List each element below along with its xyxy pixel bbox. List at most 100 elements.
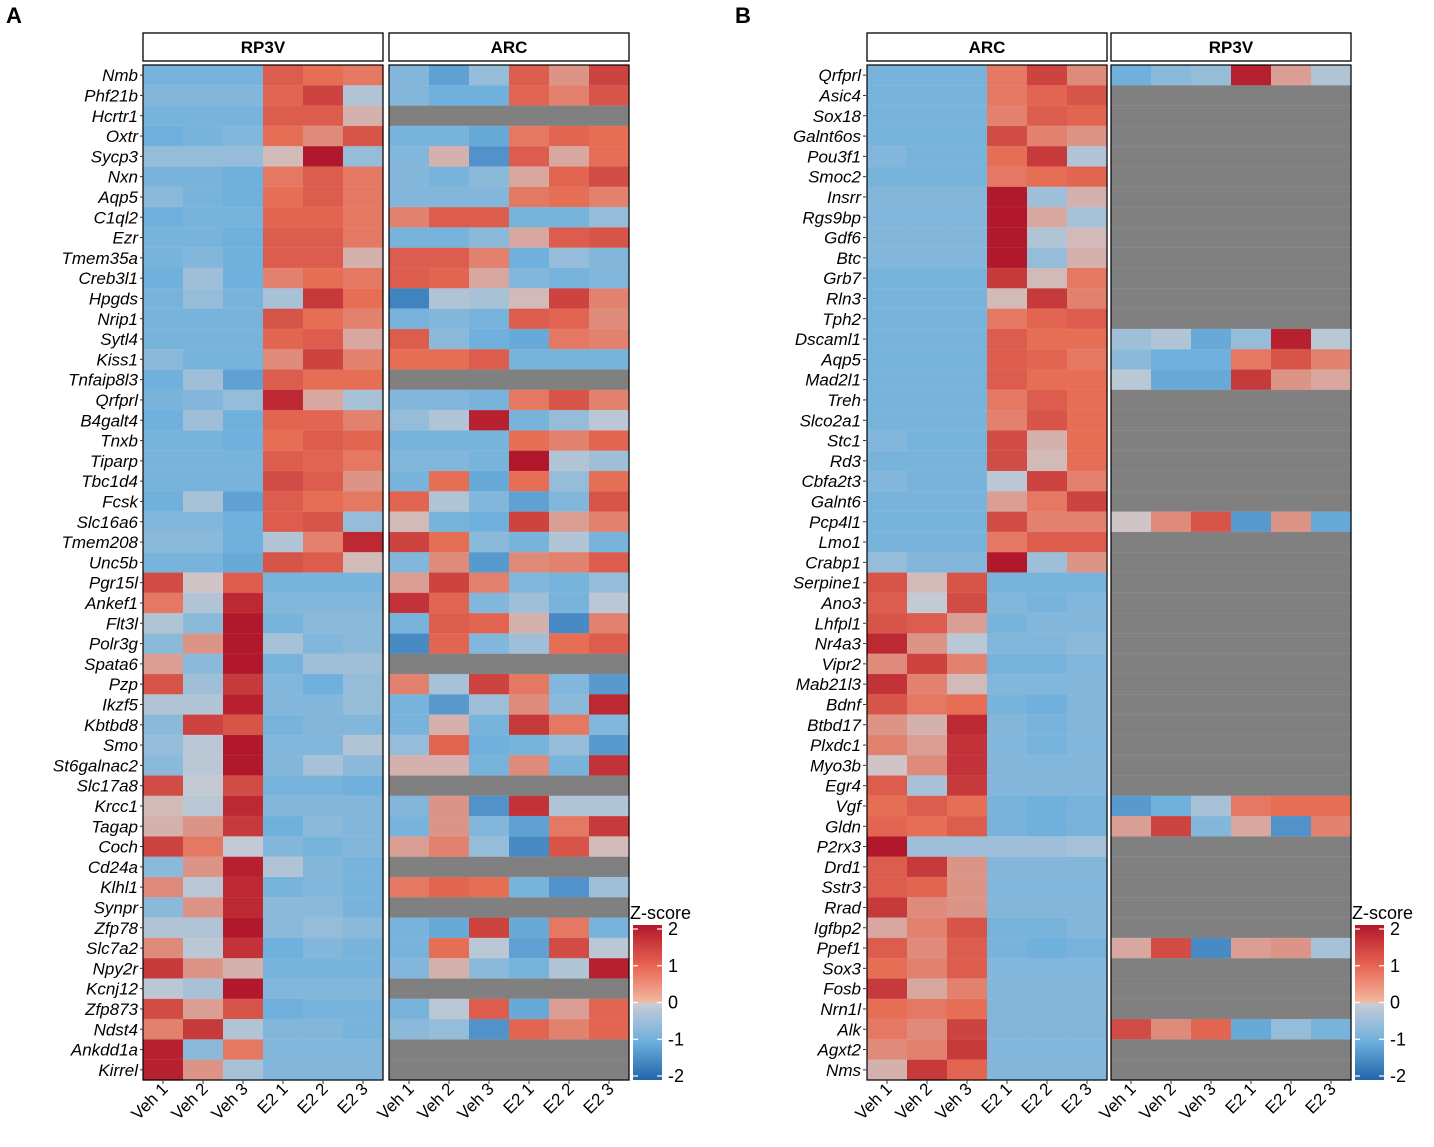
heatmap-cell bbox=[263, 572, 304, 594]
heatmap-cell bbox=[429, 308, 470, 330]
heatmap-cell bbox=[183, 1039, 224, 1061]
heatmap-cell bbox=[1151, 511, 1192, 533]
heatmap-cell bbox=[429, 207, 470, 228]
heatmap-cell bbox=[549, 958, 590, 980]
heatmap-cell bbox=[1311, 572, 1352, 594]
heatmap-cell bbox=[509, 389, 550, 411]
heatmap-cell bbox=[389, 207, 430, 228]
heatmap-cell bbox=[343, 734, 384, 756]
heatmap-cell bbox=[549, 247, 590, 269]
heatmap-cell bbox=[469, 268, 510, 289]
heatmap-cell bbox=[907, 247, 948, 269]
heatmap-cell bbox=[143, 917, 184, 939]
heatmap-cell bbox=[1111, 166, 1152, 188]
legend-tick-label: 0 bbox=[668, 993, 678, 1013]
heatmap-cell bbox=[429, 1019, 470, 1040]
heatmap-cell bbox=[947, 633, 988, 655]
heatmap-cell bbox=[947, 450, 988, 472]
heatmap-cell bbox=[303, 389, 344, 411]
heatmap-cell bbox=[1151, 795, 1192, 817]
heatmap-cell bbox=[1311, 268, 1352, 289]
heatmap-cell bbox=[263, 105, 304, 127]
heatmap-cell bbox=[389, 552, 430, 574]
heatmap-cell bbox=[469, 105, 510, 127]
heatmap-cell bbox=[1151, 65, 1192, 86]
heatmap-cell bbox=[1151, 430, 1192, 452]
heatmap-cell bbox=[1067, 288, 1108, 310]
heatmap-cell bbox=[343, 613, 384, 634]
heatmap-cell bbox=[343, 531, 384, 553]
heatmap-cell bbox=[303, 1059, 344, 1081]
heatmap-cell bbox=[867, 775, 908, 797]
heatmap-cell bbox=[987, 531, 1028, 553]
heatmap-cell bbox=[549, 552, 590, 574]
heatmap-cell bbox=[907, 694, 948, 716]
heatmap-cell bbox=[1311, 288, 1352, 310]
heatmap-cell bbox=[303, 978, 344, 1000]
gene-label: Alk bbox=[836, 1020, 862, 1039]
heatmap-cell bbox=[987, 1039, 1028, 1061]
heatmap-cell bbox=[389, 917, 430, 939]
heatmap-cell bbox=[1067, 653, 1108, 675]
heatmap-cell bbox=[947, 937, 988, 959]
heatmap-cell bbox=[303, 552, 344, 574]
facet-border bbox=[1110, 64, 1352, 1081]
heatmap-cell bbox=[987, 775, 1028, 797]
heatmap-cell bbox=[549, 572, 590, 594]
heatmap-cell bbox=[429, 877, 470, 898]
heatmap-cell bbox=[303, 85, 344, 107]
heatmap-cell bbox=[143, 613, 184, 634]
heatmap-cell bbox=[1151, 694, 1192, 716]
heatmap-cell bbox=[1231, 552, 1272, 574]
heatmap-cell bbox=[1311, 471, 1352, 492]
heatmap-cell bbox=[947, 917, 988, 939]
heatmap-cell bbox=[263, 592, 304, 614]
heatmap-cell bbox=[389, 410, 430, 431]
heatmap-cell bbox=[1191, 958, 1232, 980]
heatmap-cell bbox=[947, 85, 988, 107]
x-tick-label: Veh 1 bbox=[128, 1079, 172, 1123]
heatmap-cell bbox=[263, 227, 304, 249]
gene-label: Zfp873 bbox=[84, 1000, 138, 1019]
heatmap-cell bbox=[389, 328, 430, 350]
heatmap-cell bbox=[223, 1039, 264, 1061]
heatmap-cell bbox=[589, 572, 630, 594]
heatmap-cell bbox=[343, 694, 384, 716]
heatmap-cell bbox=[509, 328, 550, 350]
heatmap-cell bbox=[589, 836, 630, 858]
heatmap-cell bbox=[987, 349, 1028, 371]
gene-label: Kiss1 bbox=[96, 350, 138, 369]
heatmap-cell bbox=[549, 349, 590, 371]
heatmap-cell bbox=[987, 816, 1028, 837]
gene-label: Ano3 bbox=[820, 594, 861, 613]
heatmap-cell bbox=[1151, 836, 1192, 858]
gene-label: Tnfaip8l3 bbox=[68, 371, 138, 390]
heatmap-cell bbox=[183, 552, 224, 574]
gene-label: Plxdc1 bbox=[810, 736, 861, 755]
heatmap-cell bbox=[589, 531, 630, 553]
heatmap-cell bbox=[907, 958, 948, 980]
heatmap-cell bbox=[867, 633, 908, 655]
heatmap-cell bbox=[907, 937, 948, 959]
heatmap-cell bbox=[343, 674, 384, 695]
heatmap-cell bbox=[1151, 775, 1192, 797]
heatmap-cell bbox=[907, 531, 948, 553]
heatmap-cell bbox=[907, 186, 948, 208]
heatmap-cell bbox=[143, 349, 184, 371]
heatmap-cell bbox=[987, 633, 1028, 655]
heatmap-cell bbox=[1067, 186, 1108, 208]
heatmap-cell bbox=[143, 816, 184, 837]
heatmap-cell bbox=[263, 85, 304, 107]
heatmap-cell bbox=[1231, 349, 1272, 371]
heatmap-cell bbox=[303, 937, 344, 959]
heatmap-cell bbox=[389, 85, 430, 107]
gene-label: Mab21l3 bbox=[796, 675, 862, 694]
heatmap-cell bbox=[469, 816, 510, 837]
heatmap-cell bbox=[987, 552, 1028, 574]
heatmap-cell bbox=[223, 146, 264, 168]
heatmap-cell bbox=[987, 227, 1028, 249]
heatmap-cell bbox=[183, 937, 224, 959]
heatmap-cell bbox=[867, 125, 908, 147]
heatmap-cell bbox=[343, 592, 384, 614]
heatmap-cell bbox=[867, 389, 908, 411]
